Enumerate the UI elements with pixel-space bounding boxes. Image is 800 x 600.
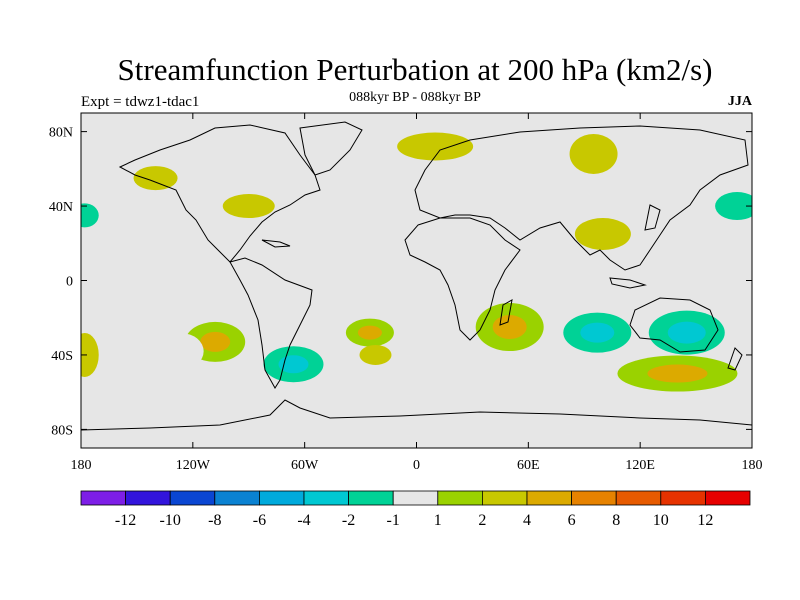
- colorbar-label: -10: [160, 512, 181, 529]
- experiment-label: Expt = tdwz1-tdac1: [81, 94, 200, 110]
- anomaly-region: [715, 192, 752, 221]
- colorbar-label: -8: [208, 512, 221, 529]
- colorbar-swatch: [392, 490, 439, 506]
- anomaly-region: [222, 194, 275, 219]
- colorbar-label: 12: [697, 512, 713, 529]
- coastline-antarctica: [81, 399, 752, 431]
- anomaly-region: [102, 406, 283, 435]
- colorbar: -12 -10 -8 -6 -4 -2 -1 1 2 4 6 8 10 12: [80, 490, 751, 529]
- lon-tick-label: 0: [413, 458, 420, 473]
- period-label: 088kyr BP - 088kyr BP: [349, 90, 481, 105]
- coastline-madagascar: [499, 299, 513, 326]
- colorbar-swatch: [615, 490, 662, 506]
- colorbar-label: -6: [253, 512, 266, 529]
- season-label: JJA: [727, 94, 752, 109]
- coastline-new-zealand: [727, 347, 743, 371]
- coastline-eurasia: [414, 125, 749, 271]
- anomaly-region-core: [647, 364, 708, 383]
- map-background: [81, 113, 752, 448]
- lat-tick-label: 40S: [51, 349, 73, 364]
- anomaly-region: [574, 217, 631, 250]
- latitude-axis: 80N 40N 0 40S 80S: [49, 126, 752, 438]
- colorbar-swatch: [481, 490, 528, 506]
- anomaly-region: [133, 166, 178, 191]
- colorbar-label: -12: [115, 512, 136, 529]
- coastline-south-america: [229, 257, 313, 389]
- coastline-greenland: [299, 121, 363, 176]
- coastline-indonesia: [609, 277, 647, 289]
- anomaly-region: [159, 333, 204, 370]
- anomaly-field-layer: [81, 132, 752, 435]
- colorbar-label: 6: [568, 512, 576, 529]
- lat-tick-label: 80N: [49, 126, 73, 141]
- colorbar-swatch: [526, 490, 572, 506]
- colorbar-swatch: [214, 490, 260, 506]
- coastline-layer: [81, 121, 752, 431]
- coastline-japan: [644, 204, 661, 231]
- colorbar-swatch: [437, 490, 483, 506]
- colorbar-swatch: [169, 490, 216, 506]
- anomaly-region: [542, 408, 683, 433]
- colorbar-swatch: [80, 490, 126, 506]
- colorbar-label: 4: [523, 512, 531, 529]
- anomaly-region: [254, 283, 299, 308]
- anomaly-region: [317, 173, 366, 202]
- lon-tick-label: 180: [742, 458, 763, 473]
- anomaly-region-core: [357, 325, 382, 340]
- colorbar-label: 2: [478, 512, 486, 529]
- lon-tick-label: 180: [71, 458, 92, 473]
- lat-tick-label: 80S: [51, 423, 73, 438]
- colorbar-label: 1: [434, 512, 442, 529]
- anomaly-region: [81, 332, 99, 377]
- anomaly-region: [81, 203, 99, 228]
- lon-tick-label: 120W: [176, 458, 211, 473]
- colorbar-label: 10: [653, 512, 669, 529]
- anomaly-region-core: [278, 355, 309, 374]
- lat-tick-label: 0: [66, 275, 73, 290]
- colorbar-label: 8: [612, 512, 620, 529]
- colorbar-label: -4: [297, 512, 310, 529]
- lon-tick-label: 120E: [625, 458, 655, 473]
- anomaly-region-core: [492, 315, 527, 340]
- coastline-africa: [404, 217, 521, 341]
- chart-title: Streamfunction Perturbation at 200 hPa (…: [117, 52, 713, 87]
- anomaly-region-core: [200, 331, 231, 352]
- colorbar-swatch: [125, 490, 171, 506]
- anomaly-region: [397, 132, 474, 161]
- colorbar-label: -1: [387, 512, 400, 529]
- lon-tick-label: 60W: [291, 458, 319, 473]
- colorbar-swatch: [705, 490, 751, 506]
- colorbar-swatch: [303, 490, 349, 506]
- anomaly-region-core: [667, 321, 706, 344]
- anomaly-region: [359, 344, 392, 365]
- anomaly-region-core: [580, 322, 615, 343]
- colorbar-swatch: [258, 490, 305, 506]
- lon-tick-label: 60E: [517, 458, 540, 473]
- colorbar-label: -2: [342, 512, 355, 529]
- lat-tick-label: 40N: [49, 200, 73, 215]
- colorbar-swatch: [348, 490, 394, 506]
- colorbar-swatch: [660, 490, 706, 506]
- coastline-caribbean: [261, 239, 291, 248]
- anomaly-region: [569, 133, 618, 174]
- longitude-axis: 180 120W 60W 0 60E 120E 180: [71, 113, 763, 473]
- colorbar-swatch: [571, 490, 617, 506]
- anomaly-region: [264, 140, 309, 161]
- coastline-north-america: [118, 124, 321, 263]
- coastline-australia: [629, 297, 719, 353]
